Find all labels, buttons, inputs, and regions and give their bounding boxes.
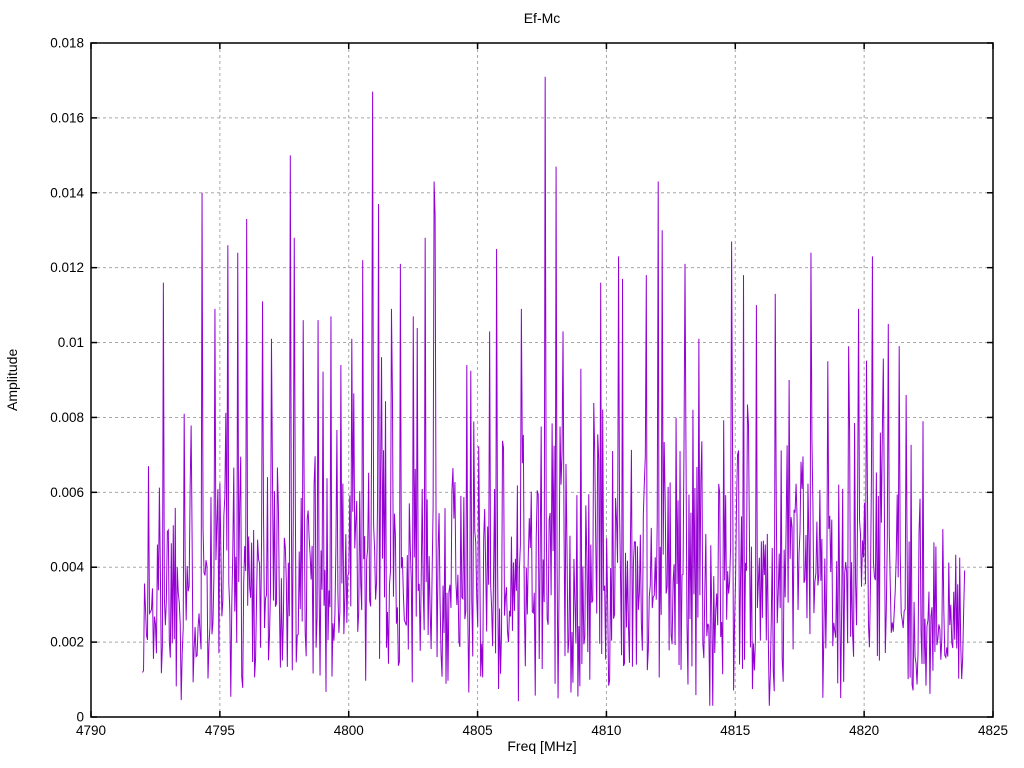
y-tick-label: 0.016: [50, 110, 84, 125]
x-tick-label: 4815: [720, 723, 750, 738]
y-tick-label: 0: [76, 710, 84, 725]
y-tick-label: 0.004: [50, 560, 84, 575]
plot-border: [90, 42, 994, 718]
x-tick-label: 4805: [463, 723, 493, 738]
y-tick-label: 0.018: [50, 36, 84, 51]
x-tick-label: 4825: [978, 723, 1008, 738]
y-tick-label: 0.008: [50, 410, 84, 425]
spectrum-line: [142, 76, 966, 706]
x-tick-label: 4810: [591, 723, 621, 738]
y-tick-label: 0.012: [50, 260, 84, 275]
y-tick-label: 0.006: [50, 485, 84, 500]
x-tick-label: 4820: [849, 723, 879, 738]
y-axis-label: Amplitude: [4, 348, 20, 412]
y-tick-label: 0.01: [58, 335, 84, 350]
x-tick-label: 4795: [205, 723, 235, 738]
y-tick-label: 0.014: [50, 185, 84, 200]
x-axis-label: Freq [MHz]: [507, 738, 577, 754]
y-tick-label: 0.002: [50, 635, 84, 650]
x-tick-label: 4800: [334, 723, 364, 738]
chart-title: Ef-Mc: [523, 10, 561, 26]
x-tick-label: 4790: [76, 723, 106, 738]
